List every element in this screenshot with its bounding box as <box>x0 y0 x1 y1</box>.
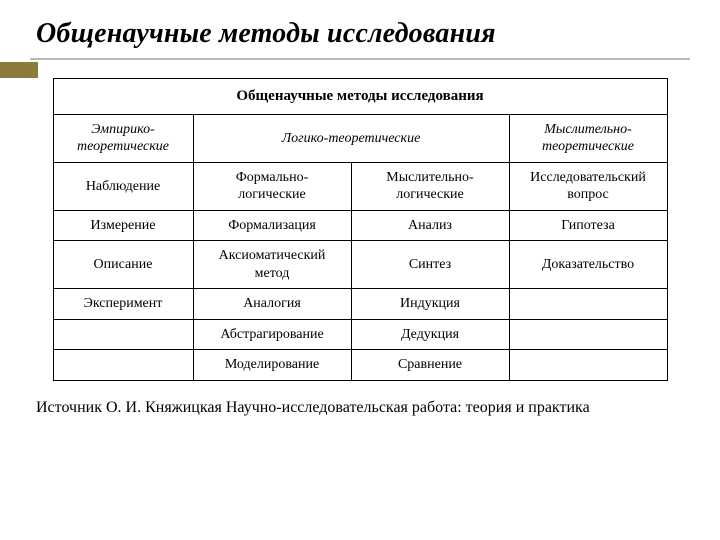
cell: Абстрагирование <box>193 319 351 350</box>
accent-block <box>0 62 38 78</box>
cell: Доказательство <box>509 241 667 289</box>
col4-line1: Мыслительно- <box>544 122 632 137</box>
col-header-mental: Мыслительно- теоретические <box>509 114 667 162</box>
title-underline <box>30 58 690 60</box>
slide: Общенаучные методы исследования Общенауч… <box>0 0 720 540</box>
table-row: Измерение Формализация Анализ Гипотеза <box>53 210 667 241</box>
cell <box>509 319 667 350</box>
cell: Измерение <box>53 210 193 241</box>
cell: Описание <box>53 241 193 289</box>
col1-line1: Эмпирико- <box>91 122 155 137</box>
cell: Мыслительно- логические <box>351 162 509 210</box>
cell: Гипотеза <box>509 210 667 241</box>
col-header-empirical: Эмпирико- теоретические <box>53 114 193 162</box>
cell: Анализ <box>351 210 509 241</box>
cell <box>53 350 193 381</box>
table-row: Моделирование Сравнение <box>53 350 667 381</box>
table-header-groups-row: Эмпирико- теоретические Логико-теоретиче… <box>53 114 667 162</box>
cell: Индукция <box>351 289 509 320</box>
cell: Исследовательский вопрос <box>509 162 667 210</box>
table-row: Абстрагирование Дедукция <box>53 319 667 350</box>
methods-table: Общенаучные методы исследования Эмпирико… <box>53 78 668 381</box>
table-row: Описание Аксиоматический метод Синтез До… <box>53 241 667 289</box>
cell: Аксиоматический метод <box>193 241 351 289</box>
cell: Формализация <box>193 210 351 241</box>
table-row: Наблюдение Формально- логические Мыслите… <box>53 162 667 210</box>
col4-line2: теоретические <box>542 139 634 154</box>
col-header-logical: Логико-теоретические <box>193 114 509 162</box>
cell: Моделирование <box>193 350 351 381</box>
cell: Формально- логические <box>193 162 351 210</box>
slide-title: Общенаучные методы исследования <box>36 18 690 50</box>
cell: Дедукция <box>351 319 509 350</box>
cell: Сравнение <box>351 350 509 381</box>
source-text: Источник О. И. Княжицкая Научно-исследов… <box>30 399 690 417</box>
table-header-main: Общенаучные методы исследования <box>53 79 667 115</box>
cell: Аналогия <box>193 289 351 320</box>
table-row: Эксперимент Аналогия Индукция <box>53 289 667 320</box>
cell: Синтез <box>351 241 509 289</box>
col1-line2: теоретические <box>77 139 169 154</box>
cell: Эксперимент <box>53 289 193 320</box>
cell <box>509 350 667 381</box>
cell <box>53 319 193 350</box>
cell: Наблюдение <box>53 162 193 210</box>
table-header-main-row: Общенаучные методы исследования <box>53 79 667 115</box>
cell <box>509 289 667 320</box>
